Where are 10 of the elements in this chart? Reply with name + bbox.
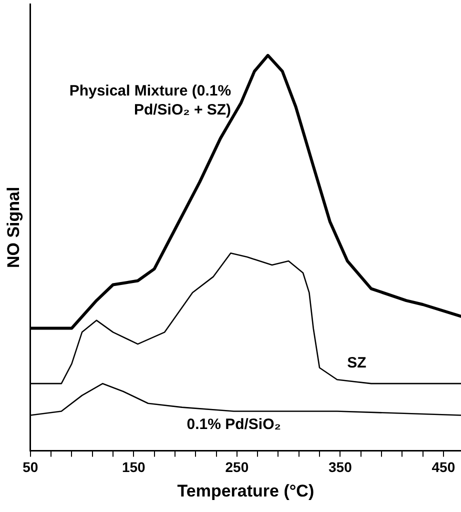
x-tick-label: 250 <box>225 459 249 476</box>
series-label: 0.1% Pd/SiO₂ <box>186 416 281 433</box>
series-label: SZ <box>347 354 366 372</box>
x-tick-label: 350 <box>328 459 352 476</box>
x-axis-title: Temperature (°C) <box>177 481 314 500</box>
x-tick-label: 450 <box>432 459 456 476</box>
x-tick-label: 150 <box>122 459 146 476</box>
y-axis-title: NO Signal <box>4 186 23 268</box>
series-label: Physical Mixture (0.1% Pd/SiO₂ + SZ) <box>69 82 232 118</box>
x-tick-label: 50 <box>22 459 38 476</box>
